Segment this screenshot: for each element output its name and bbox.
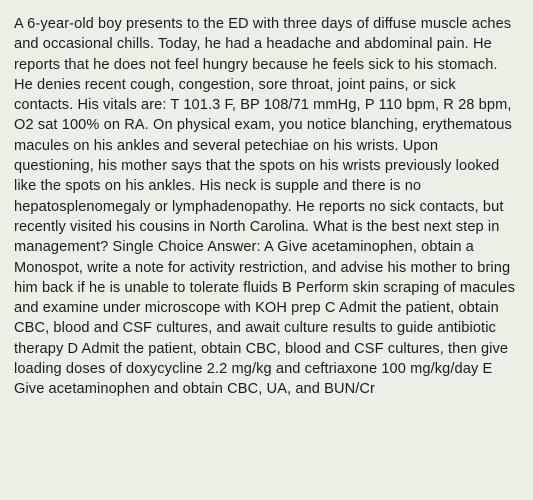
question-body: A 6-year-old boy presents to the ED with… — [14, 14, 515, 400]
flashcard: A 6-year-old boy presents to the ED with… — [0, 0, 533, 500]
